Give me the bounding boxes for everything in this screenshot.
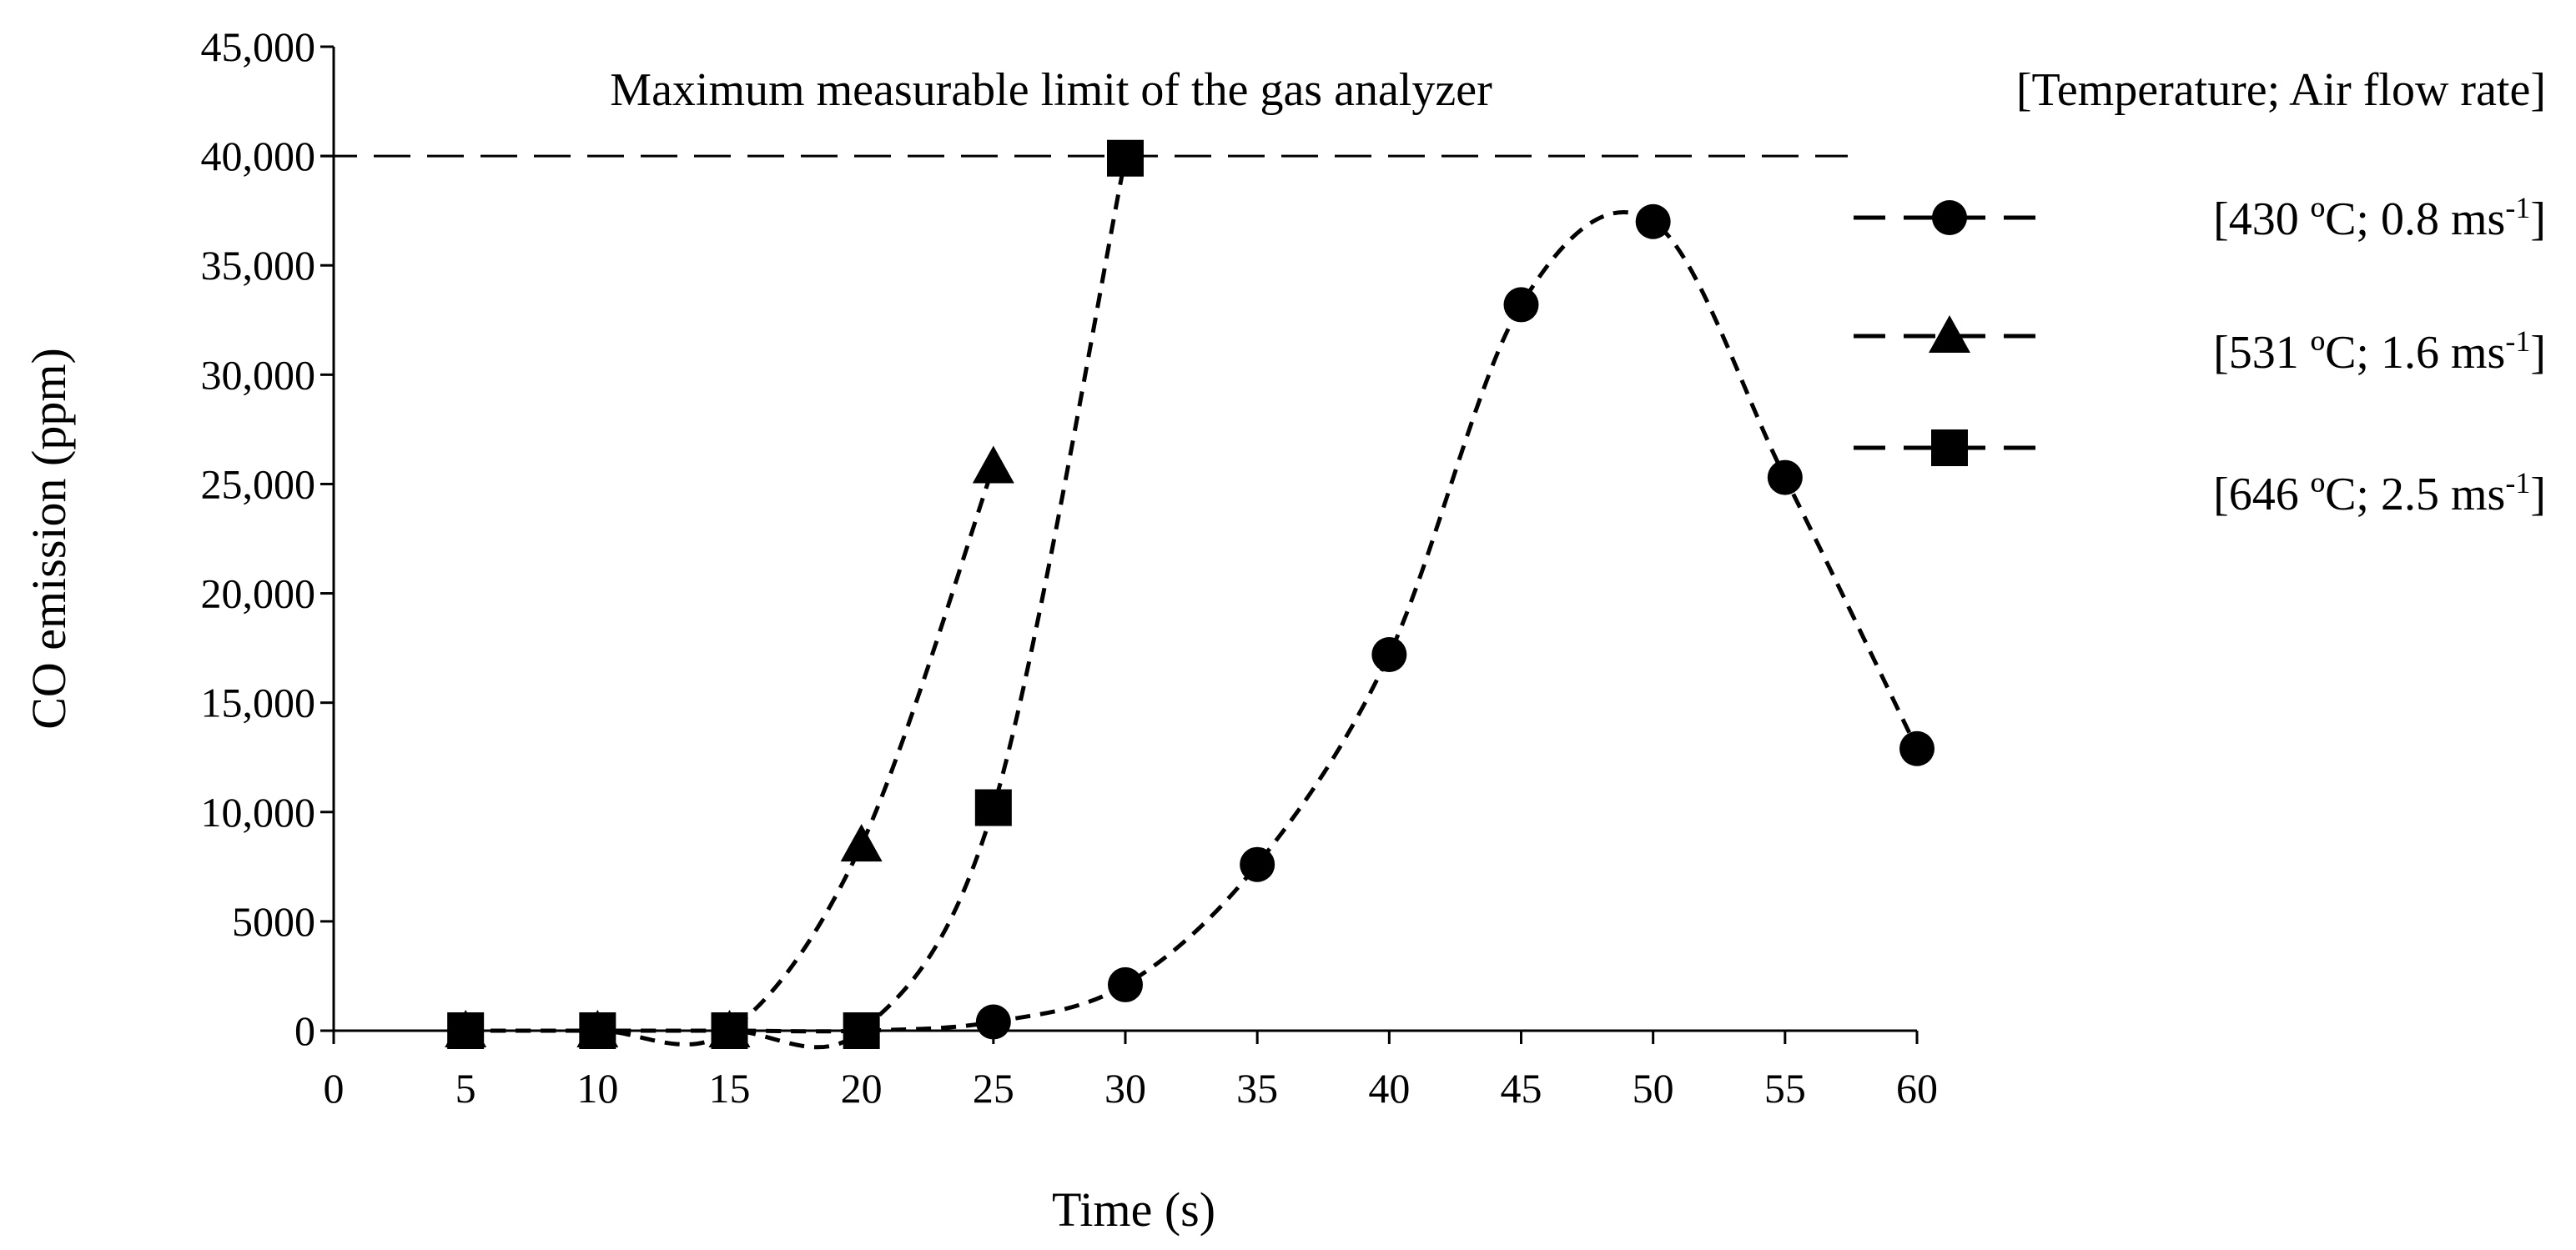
- x-tick-label: 35: [1236, 1065, 1278, 1112]
- legend-label: [646 ºC; 2.5 ms-1]: [2213, 466, 2546, 520]
- legend-item-circle: [430 ºC; 0.8 ms-1]: [1854, 191, 2546, 245]
- data-point-square: [447, 1012, 485, 1049]
- data-point-circle: [1767, 459, 1803, 495]
- y-tick-label: 35,000: [201, 242, 316, 289]
- data-point-circle: [1371, 636, 1407, 672]
- x-tick-label: 10: [576, 1065, 618, 1112]
- y-tick-label: 45,000: [201, 23, 316, 70]
- series-line-circle: [465, 210, 1919, 1034]
- x-tick-label: 20: [841, 1065, 883, 1112]
- legend-swatch-triangle: [1929, 315, 1970, 353]
- x-tick-label: 40: [1368, 1065, 1410, 1112]
- y-tick-label: 40,000: [201, 133, 316, 179]
- data-point-triangle: [972, 445, 1014, 484]
- y-tick-label: 20,000: [201, 570, 316, 617]
- x-tick-label: 55: [1764, 1065, 1806, 1112]
- data-point-circle: [975, 1004, 1011, 1040]
- x-tick-label: 15: [709, 1065, 751, 1112]
- y-tick-label: 0: [294, 1007, 315, 1054]
- data-point-circle: [1503, 287, 1539, 323]
- legend-label: [430 ºC; 0.8 ms-1]: [2213, 191, 2546, 245]
- legend-label: [531 ºC; 1.6 ms-1]: [2213, 324, 2546, 379]
- series-circle: [448, 203, 1935, 1048]
- y-tick-label: 25,000: [201, 460, 316, 507]
- data-point-square: [711, 1012, 748, 1049]
- y-tick-label: 10,000: [201, 789, 316, 836]
- data-point-circle: [1108, 966, 1143, 1002]
- x-tick-label: 0: [324, 1065, 345, 1112]
- y-tick-label: 5000: [232, 898, 315, 945]
- legend-swatch-square: [1931, 429, 1968, 466]
- legend: [Temperature; Air flow rate] [430 ºC; 0.8…: [1854, 64, 2546, 520]
- measurable-limit: Maximum measurable limit of the gas anal…: [320, 64, 1848, 158]
- data-point-square: [843, 1012, 880, 1049]
- y-tick-label: 30,000: [201, 351, 316, 398]
- data-point-square: [1107, 139, 1144, 177]
- data-point-square: [974, 789, 1012, 826]
- x-axis-title: Time (s): [1052, 1182, 1215, 1237]
- series-line-triangle: [465, 465, 996, 1047]
- x-tick-label: 30: [1104, 1065, 1146, 1112]
- data-point-circle: [1635, 203, 1671, 239]
- y-tick-label: 15,000: [201, 680, 316, 726]
- series-layer: [445, 139, 1935, 1050]
- x-tick-label: 50: [1633, 1065, 1674, 1112]
- legend-swatch-circle: [1932, 200, 1967, 235]
- data-point-circle: [1899, 730, 1935, 766]
- x-tick-label: 45: [1501, 1065, 1542, 1112]
- series-square: [447, 139, 1144, 1050]
- legend-item-square: [646 ºC; 2.5 ms-1]: [1854, 429, 2546, 520]
- legend-item-triangle: [531 ºC; 1.6 ms-1]: [1854, 315, 2546, 379]
- x-tick-label: 60: [1896, 1065, 1938, 1112]
- series-line-square: [465, 158, 1128, 1050]
- axes: 0 5000 10,000 15,000 20,000 25,000 30,000 35,00…: [22, 23, 1938, 1237]
- limit-annotation: Maximum measurable limit of the gas anal…: [610, 64, 1492, 116]
- y-axis-title: CO emission (ppm): [22, 348, 76, 730]
- data-point-circle: [1240, 846, 1275, 882]
- data-point-square: [579, 1012, 616, 1049]
- data-point-triangle: [840, 824, 883, 862]
- legend-title: [Temperature; Air flow rate]: [2016, 64, 2546, 116]
- x-tick-label: 5: [455, 1065, 476, 1112]
- x-tick-label: 25: [973, 1065, 1014, 1112]
